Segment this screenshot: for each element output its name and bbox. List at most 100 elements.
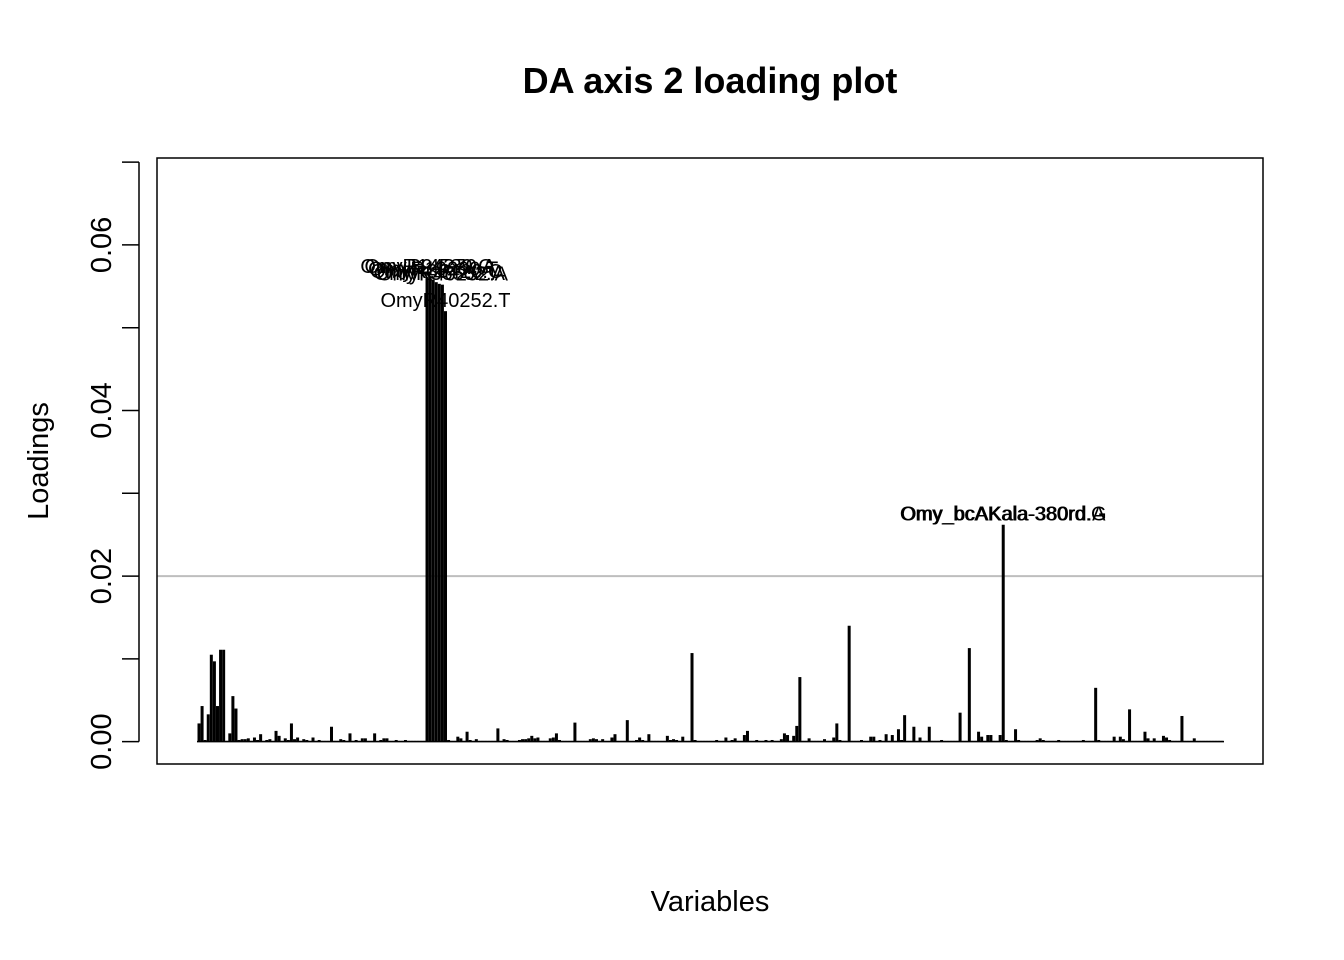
bar bbox=[835, 723, 839, 742]
bar bbox=[1143, 731, 1147, 742]
bar bbox=[496, 728, 500, 742]
bar bbox=[212, 661, 216, 742]
bar bbox=[795, 725, 799, 742]
bar bbox=[283, 738, 287, 742]
bar bbox=[1192, 738, 1196, 742]
bar bbox=[203, 739, 207, 742]
bar bbox=[329, 726, 333, 742]
bar bbox=[428, 277, 432, 742]
bar bbox=[989, 735, 993, 742]
bar bbox=[1097, 739, 1101, 742]
bar bbox=[782, 733, 786, 742]
annotation-label: Omy_bcAKala-380rd.G bbox=[900, 504, 1107, 526]
bar bbox=[437, 283, 441, 742]
bar bbox=[675, 739, 679, 742]
bar bbox=[807, 738, 811, 742]
bar bbox=[647, 734, 651, 742]
bar bbox=[613, 734, 617, 742]
bar bbox=[668, 739, 672, 742]
bar bbox=[215, 706, 219, 742]
bar bbox=[847, 625, 851, 742]
bar bbox=[206, 714, 210, 742]
bar bbox=[259, 734, 263, 742]
bar bbox=[268, 739, 272, 742]
bar bbox=[1057, 739, 1061, 742]
bar bbox=[228, 733, 232, 742]
bar bbox=[1161, 735, 1165, 742]
bar bbox=[1094, 687, 1098, 742]
annotation-label: OmyR14589.G bbox=[360, 256, 493, 278]
bar bbox=[764, 739, 768, 742]
bar bbox=[672, 739, 676, 742]
bar bbox=[1118, 736, 1122, 742]
bar bbox=[742, 735, 746, 742]
bar bbox=[293, 739, 297, 742]
bar bbox=[1014, 729, 1018, 742]
annotation-label: OmyR40252.A bbox=[377, 264, 509, 286]
bar bbox=[240, 739, 244, 742]
bar bbox=[197, 723, 201, 742]
y-tick-label: 0.06 bbox=[86, 217, 118, 273]
bar bbox=[896, 729, 900, 742]
bar bbox=[625, 720, 629, 742]
bar bbox=[363, 738, 367, 742]
bar bbox=[219, 649, 223, 742]
bar bbox=[1001, 524, 1005, 742]
bar bbox=[733, 738, 737, 742]
bar bbox=[548, 738, 552, 742]
bar bbox=[234, 708, 238, 742]
bar bbox=[573, 722, 577, 742]
bar bbox=[317, 739, 321, 742]
bar bbox=[373, 733, 377, 742]
bar bbox=[394, 739, 398, 742]
bar bbox=[927, 726, 931, 742]
bar bbox=[440, 284, 444, 742]
bar bbox=[296, 737, 300, 742]
bar bbox=[289, 723, 293, 742]
bar bbox=[385, 738, 389, 742]
annotation-label: Omy_bcAKala-380rd.A bbox=[901, 504, 1106, 526]
bar bbox=[980, 736, 984, 742]
bar bbox=[558, 739, 562, 742]
bar bbox=[1038, 738, 1042, 742]
bar bbox=[360, 738, 364, 742]
bar bbox=[884, 734, 888, 742]
bar bbox=[588, 739, 592, 742]
annotation-label: OmyR30420.C bbox=[370, 261, 502, 283]
bar bbox=[724, 737, 728, 742]
bar bbox=[456, 736, 460, 742]
bar-series bbox=[197, 277, 1224, 743]
bar bbox=[638, 737, 642, 742]
bar bbox=[521, 739, 525, 742]
bar bbox=[594, 739, 598, 742]
bar bbox=[755, 739, 759, 742]
annotation-label: OmyR40252.T bbox=[380, 290, 510, 312]
bar bbox=[838, 739, 842, 742]
bar bbox=[222, 649, 226, 742]
bar bbox=[274, 730, 278, 742]
bar bbox=[256, 739, 260, 742]
bar bbox=[305, 739, 309, 742]
bar bbox=[459, 738, 463, 742]
bar bbox=[770, 739, 774, 742]
bar bbox=[1112, 736, 1116, 742]
bar bbox=[869, 736, 873, 742]
y-axis: 0.00 0.02 0.04 0.06 bbox=[86, 161, 140, 770]
bar bbox=[533, 738, 537, 742]
bar bbox=[977, 731, 981, 742]
bar bbox=[354, 739, 358, 742]
bar bbox=[1146, 738, 1150, 742]
bar bbox=[745, 730, 749, 742]
bar bbox=[530, 735, 534, 742]
bar bbox=[715, 739, 719, 742]
y-tick-label: 0.00 bbox=[86, 713, 118, 769]
chart-title: DA axis 2 loading plot bbox=[523, 60, 898, 101]
bar bbox=[231, 696, 235, 742]
bar bbox=[823, 739, 827, 742]
bar bbox=[967, 648, 971, 742]
y-axis-label: Loadings bbox=[23, 402, 55, 520]
bar bbox=[792, 735, 796, 742]
bar bbox=[998, 735, 1002, 742]
annotation-label: OmyR19290.T bbox=[368, 259, 498, 281]
